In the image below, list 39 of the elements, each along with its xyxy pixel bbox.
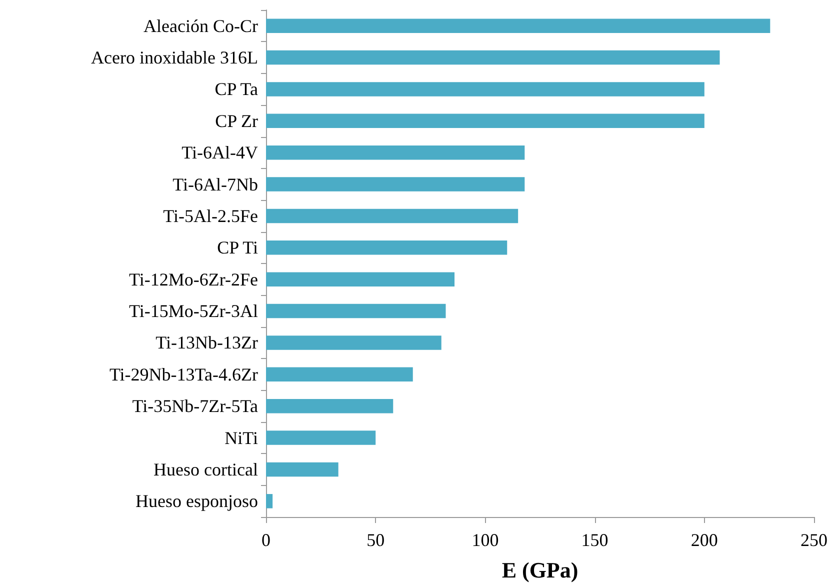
y-tick-label: Aleación Co-Cr [144, 16, 258, 36]
y-tick-label: Ti-6Al-4V [182, 142, 258, 163]
y-tick-label: Hueso esponjoso [136, 491, 258, 512]
y-tick-label: Ti-15Mo-5Zr-3Al [129, 301, 258, 322]
bar [266, 50, 720, 65]
y-tick-label: Ti-13Nb-13Zr [156, 332, 258, 353]
bar [266, 398, 394, 414]
bar [266, 145, 525, 160]
bar [266, 336, 442, 350]
bar [266, 494, 273, 508]
x-tick-label: 50 [366, 530, 385, 550]
x-tick-label: 200 [690, 530, 718, 550]
y-tick-label: Hueso cortical [154, 459, 258, 480]
y-tick-label: CP Zr [215, 110, 258, 131]
x-axis-title: E (GPa) [502, 558, 578, 582]
y-tick-label: Ti-5Al-2.5Fe [163, 206, 258, 226]
y-tick-label: Ti-12Mo-6Zr-2Fe [129, 269, 258, 290]
y-tick-label: NiTi [224, 428, 258, 448]
y-tick-label: CP Ti [217, 238, 258, 258]
x-tick-label: 250 [800, 530, 828, 550]
bar [266, 177, 525, 192]
x-tick-label: 150 [581, 530, 608, 550]
bar [266, 18, 770, 33]
bar [266, 430, 376, 445]
bar [266, 240, 508, 255]
x-tick-label: 100 [472, 530, 499, 550]
y-tick-label: Acero inoxidable 316L [91, 48, 258, 68]
y-tick-label: Ti-35Nb-7Zr-5Ta [132, 396, 258, 416]
bar [266, 114, 704, 128]
bar [266, 367, 413, 382]
bar [266, 304, 446, 318]
bar [266, 462, 338, 477]
y-tick-label: Ti-29Nb-13Ta-4.6Zr [109, 364, 258, 384]
y-tick-label: Ti-6Al-7Nb [172, 174, 258, 194]
bar [266, 272, 455, 286]
x-tick-label: 0 [262, 530, 270, 550]
bar [266, 208, 518, 224]
y-tick-label: CP Ta [214, 79, 258, 100]
bar [266, 82, 704, 96]
